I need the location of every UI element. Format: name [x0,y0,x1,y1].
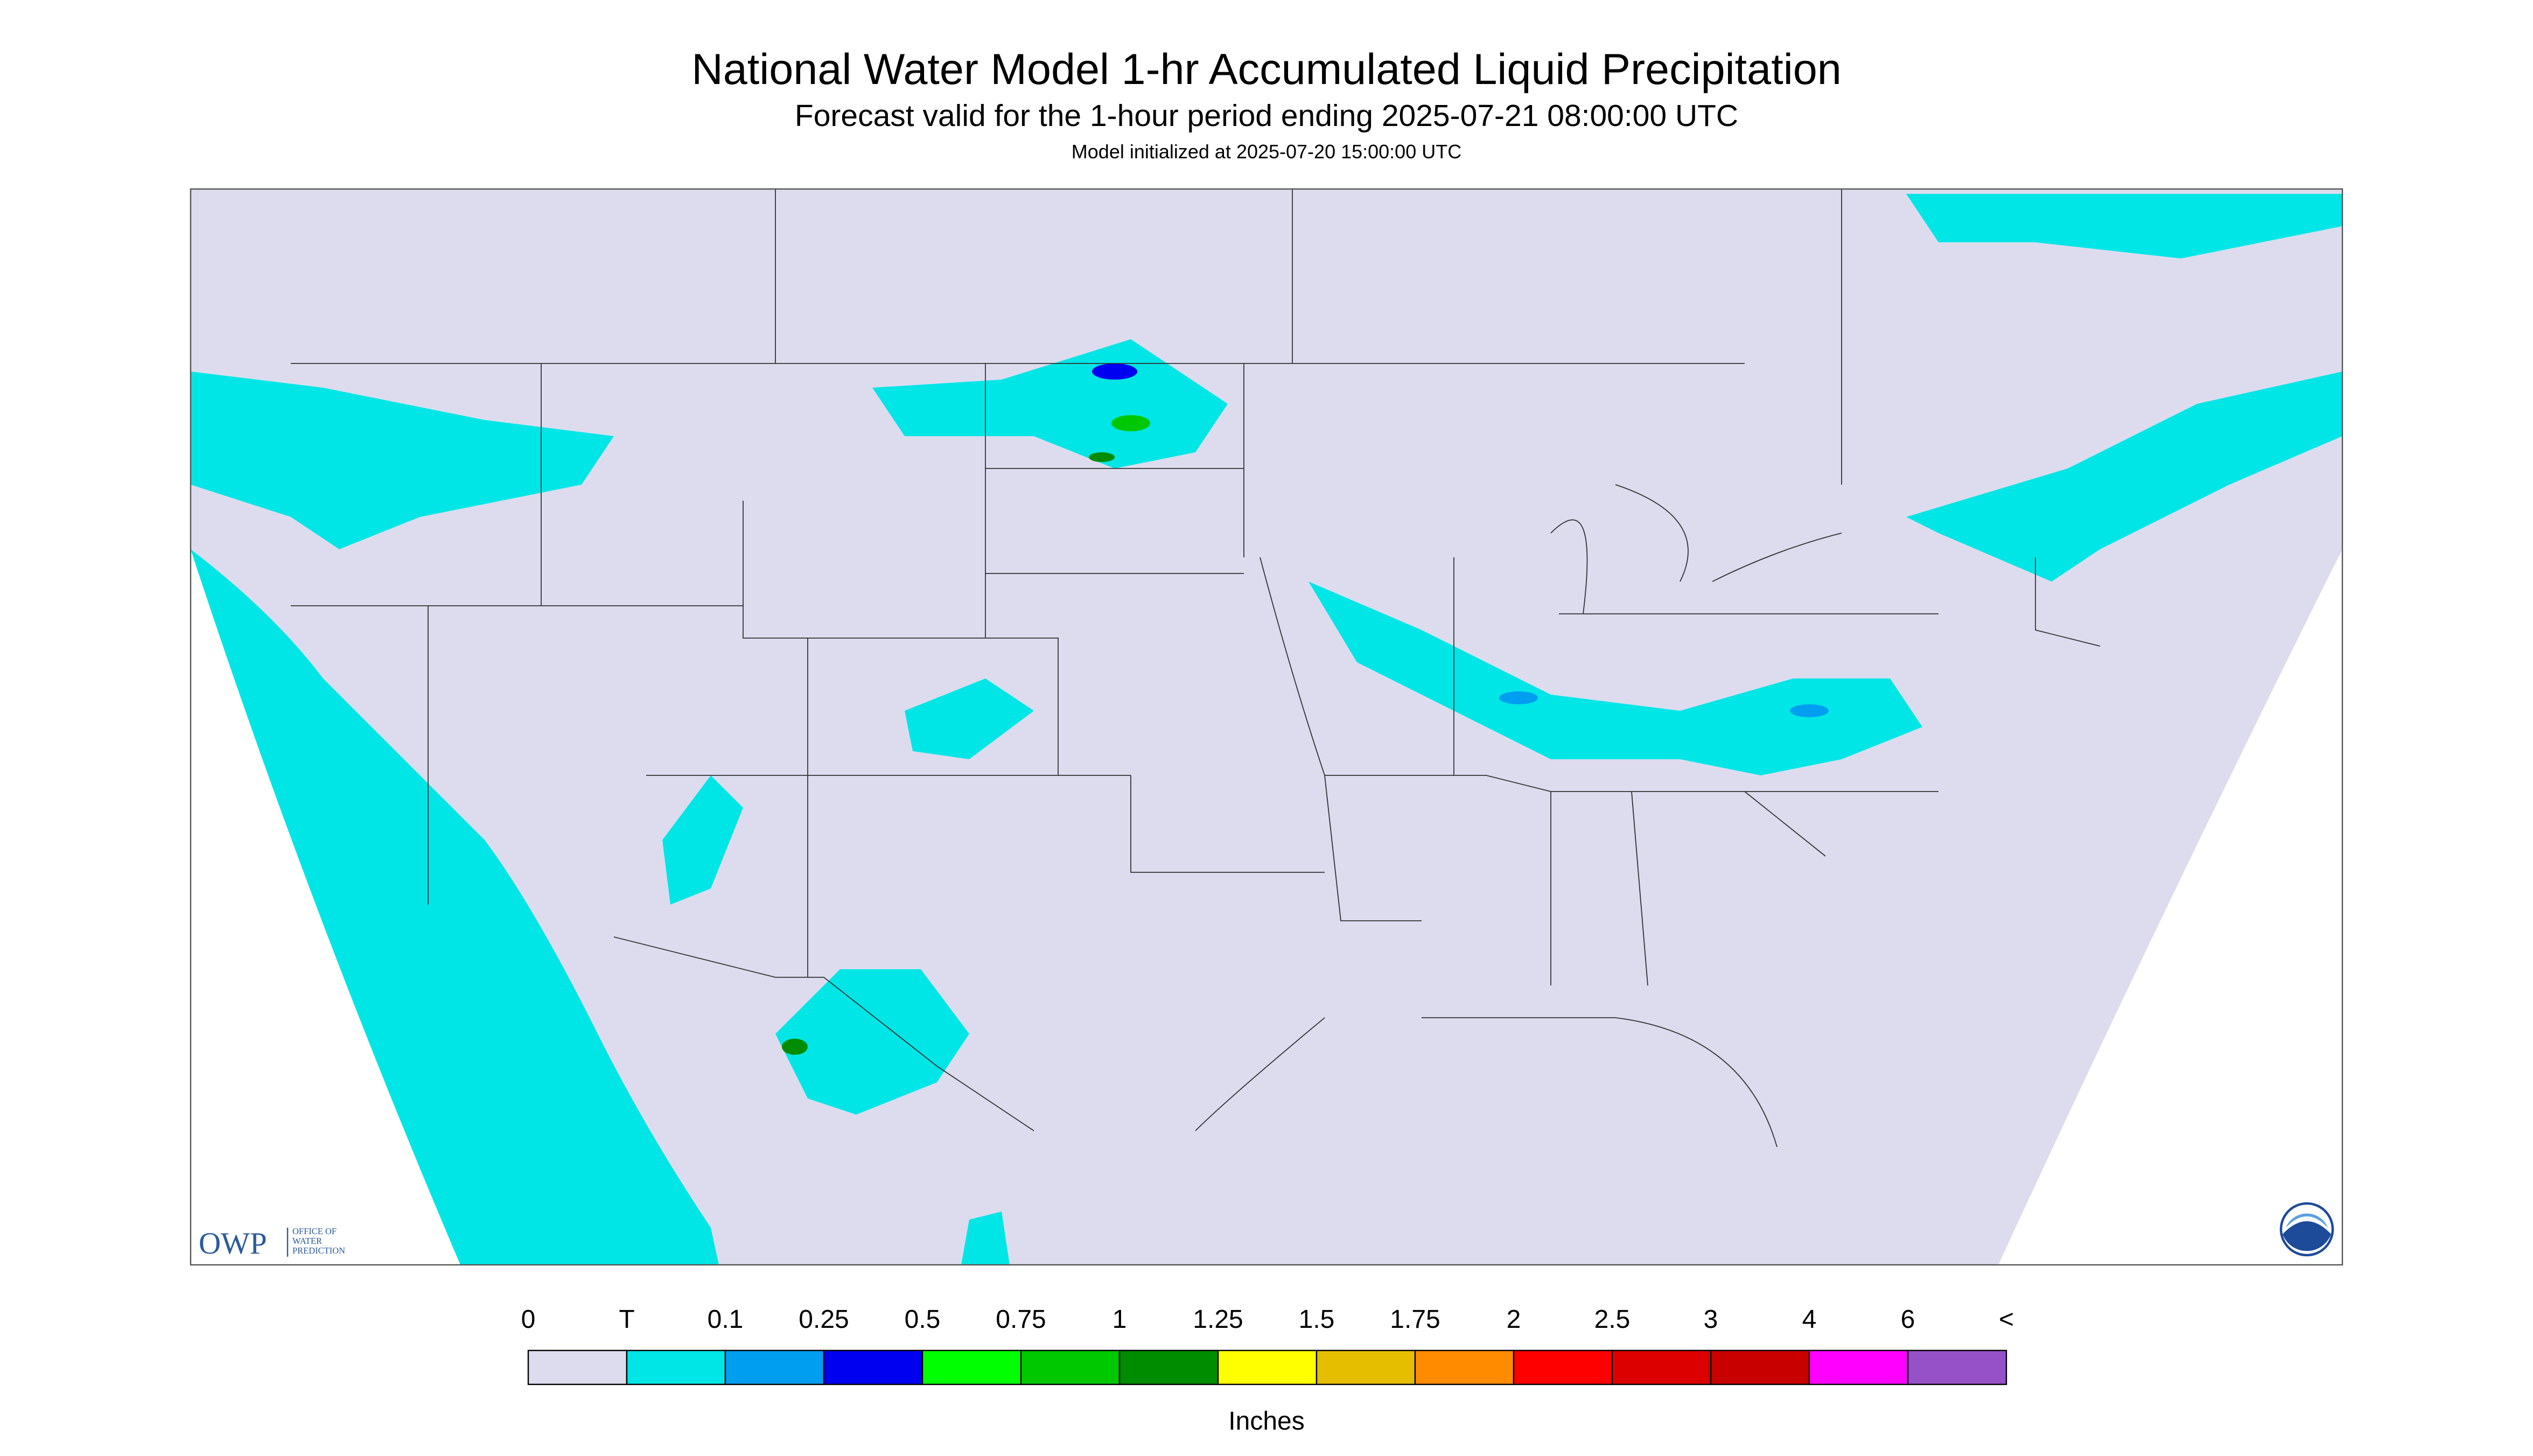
precipitation [191,194,2342,1265]
legend: 0 T 0.1 0.25 0.5 0.75 1 1.25 1.5 1.75 2 2.5 3 4 6 < [521,1305,2014,1385]
state-lines-east [1195,557,2101,1147]
legend-label: 0.25 [799,1305,849,1334]
legend-swatch [724,1349,825,1385]
map-frame [190,188,2343,1266]
legend-label: 0.75 [996,1305,1046,1334]
legend-label: 6 [1901,1305,1915,1334]
logo-line: OFFICE OF [292,1226,337,1236]
noaa-wave [2283,1221,2331,1251]
precip-cell [1111,415,1150,432]
legend-label: 0 [521,1305,536,1334]
logo-abbr: OWP [199,1227,267,1261]
legend-label: 1.75 [1390,1305,1440,1334]
legend-label: T [619,1305,634,1334]
legend-label: 4 [1802,1305,1817,1334]
subtitle: Forecast valid for the 1-hour period end… [795,99,1738,133]
legend-swatch [1217,1349,1318,1385]
legend-swatch [1808,1349,1909,1385]
legend-swatch [626,1349,726,1385]
owp-logo: OWP OFFICE OF WATER PREDICTION [199,1226,345,1261]
legend-swatch [1316,1349,1416,1385]
precip-cell [782,1039,808,1055]
legend-label: 2.5 [1594,1305,1631,1334]
precip-cell [1790,704,1829,718]
noaa-sky [2286,1213,2328,1228]
precip-northwest [191,372,614,550]
init-time: Model initialized at 2025-07-20 15:00:00… [1072,141,1461,163]
precip-dakotas [872,339,1228,469]
legend-label: 0.5 [905,1305,941,1334]
precip-colorado [905,678,1034,760]
precip-midwest [1309,582,1922,776]
legend-swatch [1414,1349,1515,1385]
title: National Water Model 1-hr Accumulated Li… [691,45,1842,94]
precip-cell [1092,363,1137,380]
great-lakes [1550,484,1842,614]
precip-cell [1089,452,1115,463]
precip-canada [1906,194,2342,259]
precip-mexico [961,1212,1010,1265]
legend-swatch [1907,1349,2007,1385]
legend-swatch [1710,1349,1810,1385]
precip-southwest [775,969,969,1115]
legend-label: 0.1 [708,1305,744,1334]
legend-swatch [527,1349,628,1385]
state-lines [291,363,1325,1131]
legend-swatch [1611,1349,1712,1385]
legend-swatch [1513,1349,1613,1385]
legend-swatch [1020,1349,1121,1385]
legend-label: 1.25 [1193,1305,1243,1334]
legend-label: 3 [1704,1305,1718,1334]
legend-swatch [921,1349,1022,1385]
legend-label: < [1999,1305,2014,1334]
precip-northeast [1906,372,2342,582]
borders [291,189,2101,1147]
heavy-precip [782,363,1829,1055]
canada-border [291,189,1842,485]
precip-arizona [662,775,743,905]
noaa-logo [2279,1202,2334,1257]
map: OWP OFFICE OF WATER PREDICTION [190,188,2343,1266]
precip-cell [1499,691,1538,705]
precip-west-coast [191,549,719,1265]
model-domain [191,189,2342,1265]
legend-swatch [1118,1349,1219,1385]
legend-swatch [823,1349,923,1385]
legend-label: 2 [1507,1305,1521,1334]
legend-units: Inches [1228,1407,1304,1436]
legend-label: 1.5 [1299,1305,1335,1334]
logo-line: WATER [292,1236,322,1246]
legend-label: 1 [1112,1305,1127,1334]
logo-line: PREDICTION [292,1245,345,1256]
